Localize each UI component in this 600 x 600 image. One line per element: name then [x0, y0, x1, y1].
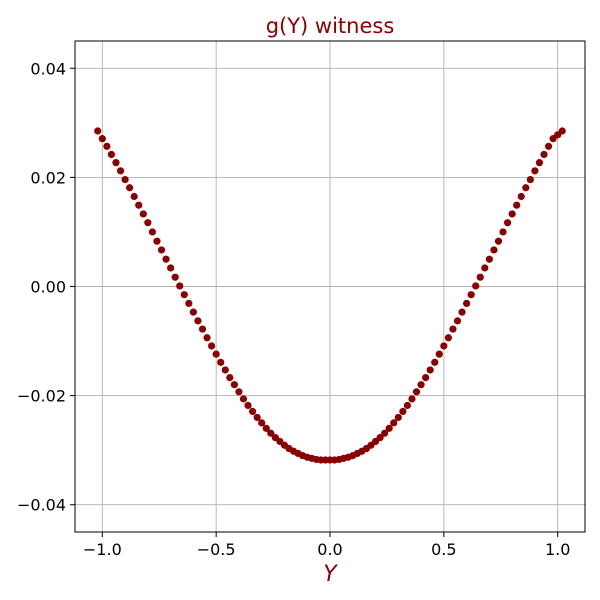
data-point — [376, 434, 384, 442]
data-point — [189, 308, 197, 316]
x-tick-label: −0.5 — [197, 540, 236, 559]
data-point — [226, 374, 234, 382]
data-point — [194, 317, 202, 325]
data-point — [94, 127, 102, 135]
data-point — [235, 388, 243, 396]
data-point — [390, 419, 398, 427]
y-tick-label: 0.02 — [30, 168, 66, 187]
data-point — [157, 246, 166, 254]
x-tick-label: 0.5 — [431, 540, 456, 559]
data-point — [130, 192, 138, 201]
data-point — [481, 264, 489, 272]
data-point — [499, 228, 507, 236]
data-point — [180, 291, 188, 299]
data-point — [472, 282, 480, 290]
data-point — [440, 342, 448, 350]
data-point — [121, 175, 129, 184]
data-point — [494, 237, 503, 245]
y-tick-label: −0.02 — [17, 387, 66, 406]
x-tick-label: 0.0 — [317, 540, 342, 559]
data-point — [176, 282, 184, 290]
data-point — [239, 395, 248, 403]
data-point — [558, 127, 566, 135]
data-point — [185, 299, 193, 308]
data-point — [230, 381, 238, 389]
data-point — [258, 419, 266, 427]
y-tick-label: 0.04 — [30, 59, 66, 78]
data-point — [531, 167, 539, 175]
x-axis-ticks: −1.0 −0.5 0.0 0.5 1.0 — [83, 532, 570, 559]
data-point — [517, 192, 525, 201]
grid — [75, 41, 585, 532]
data-point — [244, 401, 252, 410]
y-tick-label: −0.04 — [17, 496, 66, 515]
data-point — [540, 150, 548, 159]
data-point — [148, 228, 157, 236]
data-point — [144, 219, 152, 227]
data-point — [535, 159, 544, 167]
data-point — [408, 395, 416, 403]
data-point — [171, 273, 179, 281]
data-point — [385, 424, 393, 432]
data-point — [253, 413, 261, 422]
data-point — [135, 201, 143, 209]
chart-title: g(Y) witness — [266, 14, 395, 38]
data-point — [476, 273, 484, 281]
data-point — [490, 246, 498, 254]
data-point — [267, 429, 275, 437]
data-point — [485, 255, 493, 263]
data-point — [208, 342, 216, 350]
data-point — [98, 135, 106, 143]
data-point — [381, 429, 389, 437]
data-point — [203, 334, 211, 342]
data-point — [422, 374, 430, 382]
y-tick-label: 0.00 — [30, 278, 66, 297]
x-tick-label: 1.0 — [545, 540, 570, 559]
data-point — [139, 210, 147, 218]
data-point — [449, 325, 457, 333]
data-point — [412, 388, 421, 396]
data-point — [544, 142, 553, 150]
data-point — [162, 255, 170, 263]
data-point — [217, 358, 225, 366]
data-point — [444, 334, 452, 342]
data-point — [431, 358, 439, 366]
x-axis-label: Y — [323, 562, 338, 587]
data-point — [107, 150, 116, 159]
y-axis-ticks: −0.04 −0.02 0.00 0.02 0.04 — [17, 59, 75, 515]
x-tick-label: −1.0 — [83, 540, 122, 559]
data-points — [94, 127, 566, 464]
data-point — [394, 413, 402, 422]
data-point — [503, 219, 512, 227]
data-point — [262, 424, 270, 432]
data-point — [116, 167, 125, 175]
data-point — [522, 184, 530, 192]
data-point — [167, 264, 175, 272]
data-point — [458, 308, 466, 316]
data-point — [153, 237, 161, 245]
data-point — [403, 401, 412, 410]
data-point — [426, 366, 434, 374]
data-point — [508, 210, 516, 218]
data-point — [513, 201, 521, 209]
data-point — [221, 366, 229, 374]
data-point — [248, 407, 257, 416]
data-point — [399, 407, 407, 416]
data-point — [112, 159, 120, 167]
data-point — [435, 350, 443, 358]
data-point — [198, 325, 207, 333]
data-point — [467, 291, 475, 299]
data-point — [463, 299, 471, 308]
data-point — [212, 350, 220, 358]
data-point — [417, 381, 425, 389]
data-point — [526, 175, 534, 184]
data-point — [126, 184, 134, 192]
data-point — [103, 142, 111, 150]
data-point — [453, 317, 462, 325]
